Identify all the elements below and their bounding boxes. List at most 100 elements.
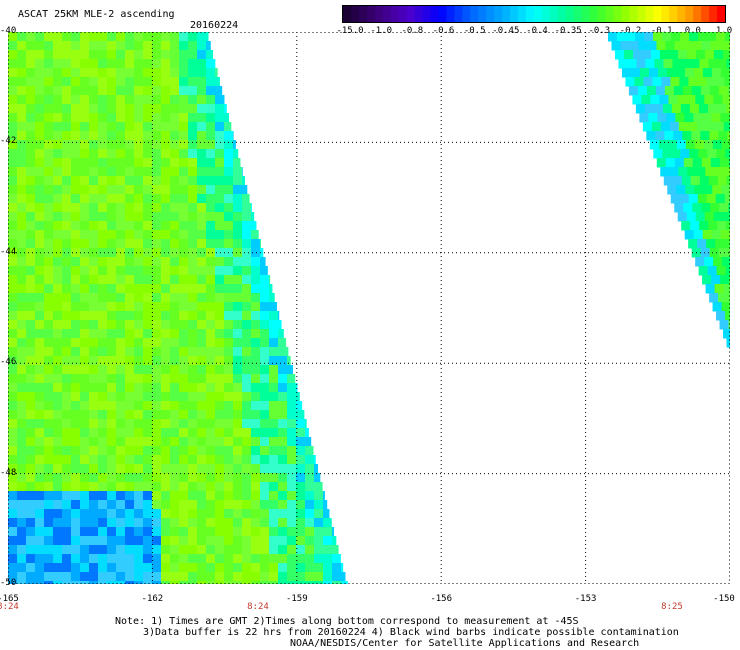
swath-cell [116,491,126,501]
swath-cell [152,41,162,51]
swath-cell [197,491,207,501]
swath-cell [260,419,270,429]
swath-cell [44,41,54,51]
swath-cell [17,185,27,195]
swath-cell [215,230,225,240]
swath-cell [287,554,297,564]
swath-cell [134,374,144,384]
swath-cell [17,383,27,393]
swath-cell [215,473,225,483]
swath-cell [170,446,180,456]
swath-cell [161,329,171,339]
swath-cell [26,356,36,366]
swath-cell [332,536,337,546]
swath-cell [26,230,36,240]
swath-cell [278,554,288,564]
swath-cell [206,113,216,123]
swath-cell [314,464,319,474]
swath-cell [53,437,63,447]
swath-cell [726,176,730,186]
swath-cell [714,122,725,132]
swath-cell [688,194,699,204]
swath-cell [152,536,162,546]
lat-label: -48 [0,467,17,478]
swath-cell [71,311,81,321]
swath-cell [143,185,153,195]
swath-cell [215,203,225,213]
swath-cell [71,482,81,492]
swath-cell [188,500,198,510]
swath-cell [278,365,288,375]
swath-cell [170,212,180,222]
swath-cell [305,536,315,546]
swath-cell [260,284,270,294]
swath-cell [215,266,225,276]
swath-cell [107,563,117,573]
swath-cell [134,194,144,204]
swath-cell [26,257,36,267]
swath-cell [206,392,216,402]
swath-cell [674,158,685,168]
swath-cell [215,311,225,321]
swath-cell [233,176,243,186]
swath-cell [715,239,725,249]
swath-cell [161,203,171,213]
swath-cell [26,509,36,519]
swath-cell [242,311,252,321]
swath-cell [215,113,225,123]
swath-cell [233,167,243,177]
swath-cell [251,266,261,276]
swath-cell [8,32,18,42]
swath-cell [53,239,63,249]
swath-cell [89,545,99,555]
swath-cell [107,338,117,348]
swath-cell [715,77,725,87]
swath-cell [35,320,45,330]
swath-cell [197,473,207,483]
swath-cell [697,194,708,204]
swath-cell [170,518,180,528]
swath-cell [17,392,27,402]
swath-cell [251,257,261,267]
swath-cell [8,185,18,195]
swath-cell [188,509,198,519]
swath-cell [143,122,153,132]
swath-cell [62,194,72,204]
swath-cell [89,293,99,303]
swath-cell [713,95,723,105]
swath-cell [692,41,702,51]
swath-cell [242,581,252,584]
swath-cell [125,509,135,519]
swath-cell [179,437,189,447]
swath-cell [233,149,239,159]
swath-cell [134,365,144,375]
swath-cell [296,383,298,393]
swath-cell [188,203,198,213]
swath-cell [8,527,18,537]
swath-cell [269,275,271,285]
swath-cell [206,104,216,114]
swath-cell [233,383,243,393]
swath-cell [161,257,171,267]
swath-cell [648,113,658,123]
colorbar-segment [669,6,678,22]
swath-cell [152,275,162,285]
colorbar-segment [629,6,639,22]
swath-cell [62,347,72,357]
swath-cell [17,437,27,447]
swath-cell [323,563,333,573]
swath-cell [224,356,234,366]
swath-cell [224,446,234,456]
swath-cell [269,284,273,294]
swath-cell [35,221,45,231]
swath-cell [98,581,108,584]
swath-cell [179,50,189,60]
swath-cell [699,59,709,69]
swath-cell [260,446,270,456]
swath-cell [134,473,144,483]
swath-cell [260,347,270,357]
swath-cell [143,374,153,384]
swath-cell [35,527,45,537]
swath-cell [89,113,99,123]
swath-cell [188,275,198,285]
